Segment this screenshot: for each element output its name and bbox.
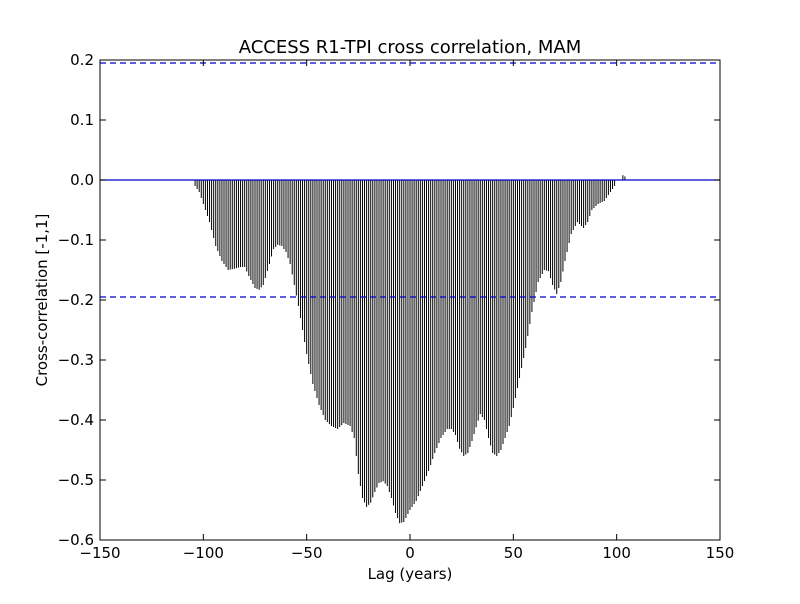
y-tick-label: 0.1 [70,111,94,129]
y-tick-label: −0.4 [58,411,94,429]
x-tick-label: 100 [602,544,631,562]
x-tick-label: 50 [504,544,523,562]
ticks-layer: −150 −100 −50 0 50 100 150 0.2 0.1 0.0 −0.1 −0.2 −0.… [58,51,735,562]
plot-frame [99,59,721,541]
x-axis-label: Lag (years) [368,565,453,583]
x-tick-label: −50 [291,544,323,562]
x-tick-label: 0 [405,544,415,562]
x-tick-label: 150 [706,544,735,562]
y-tick-label: −0.1 [58,231,94,249]
y-tick-label: −0.6 [58,531,94,549]
bars-layer [194,175,626,524]
y-tick-label: 0.2 [70,51,94,69]
x-tick-label: −100 [183,544,224,562]
y-tick-label: −0.2 [58,291,94,309]
y-tick-label: 0.0 [70,171,94,189]
chart-title: ACCESS R1-TPI cross correlation, MAM [239,37,582,58]
y-tick-label: −0.3 [58,351,94,369]
y-axis-label: Cross-correlation [-1,1] [33,214,51,387]
x-tick-label: −150 [79,544,120,562]
y-tick-label: −0.5 [58,471,94,489]
